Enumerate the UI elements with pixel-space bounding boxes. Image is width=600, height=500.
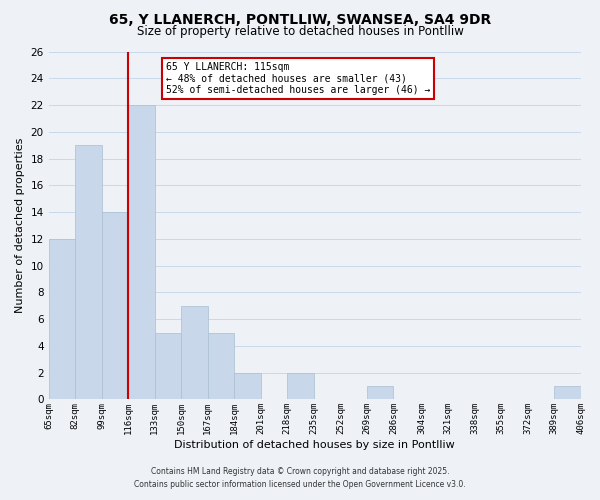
Text: 65, Y LLANERCH, PONTLLIW, SWANSEA, SA4 9DR: 65, Y LLANERCH, PONTLLIW, SWANSEA, SA4 9… — [109, 12, 491, 26]
X-axis label: Distribution of detached houses by size in Pontlliw: Distribution of detached houses by size … — [174, 440, 455, 450]
Bar — [554, 386, 581, 400]
Text: Size of property relative to detached houses in Pontlliw: Size of property relative to detached ho… — [137, 25, 463, 38]
Y-axis label: Number of detached properties: Number of detached properties — [15, 138, 25, 313]
Bar — [234, 372, 261, 400]
Bar — [367, 386, 394, 400]
Bar — [155, 332, 181, 400]
Bar — [287, 372, 314, 400]
Text: Contains HM Land Registry data © Crown copyright and database right 2025.
Contai: Contains HM Land Registry data © Crown c… — [134, 468, 466, 489]
Bar — [181, 306, 208, 400]
Bar — [128, 105, 155, 400]
Text: 65 Y LLANERCH: 115sqm
← 48% of detached houses are smaller (43)
52% of semi-deta: 65 Y LLANERCH: 115sqm ← 48% of detached … — [166, 62, 430, 95]
Bar — [208, 332, 234, 400]
Bar — [101, 212, 128, 400]
Bar — [49, 239, 75, 400]
Bar — [75, 145, 101, 400]
